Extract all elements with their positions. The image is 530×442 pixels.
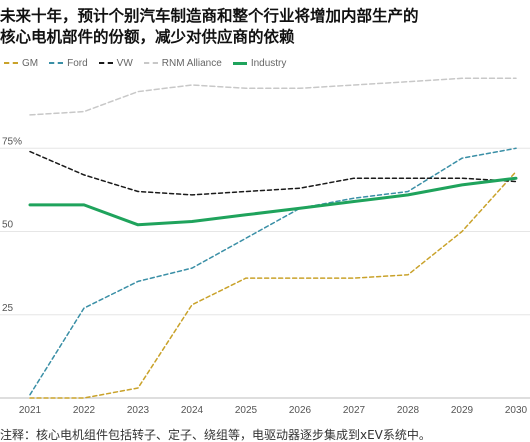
x-tick-label: 2030 (505, 405, 528, 416)
legend-label: VW (116, 57, 133, 69)
legend-item: VW (98, 57, 133, 69)
footnote: 注释：核心电机组件包括转子、定子、绕组等，电驱动器逐步集成到xEV系统中。 (0, 428, 431, 442)
x-tick-label: 2028 (397, 405, 420, 416)
x-tick-label: 2026 (289, 405, 312, 416)
legend-label: Ford (67, 57, 88, 69)
x-tick-label: 2021 (19, 405, 42, 416)
legend-item: Ford (49, 58, 88, 69)
series-line-gm (29, 170, 517, 399)
title-line-2: 核心电机部件的份额，减少对供应商的依赖 (0, 28, 295, 46)
legend-label: GM (22, 57, 39, 69)
legend-item: RNM Alliance (143, 57, 222, 69)
legend-label: RNM Alliance (161, 57, 222, 69)
x-tick-label: 2024 (181, 405, 204, 416)
legend-swatch (49, 62, 64, 64)
legend-swatch (4, 62, 18, 64)
legend: GM Ford VW RNM Alliance Industry (4, 56, 297, 70)
x-tick-label: 2022 (73, 405, 96, 416)
series-line-vw (29, 150, 517, 196)
series-line-ford (29, 147, 517, 396)
legend-swatch (98, 62, 113, 64)
x-tick-label: 2029 (451, 405, 474, 416)
x-tick-label: 2023 (127, 405, 150, 416)
title-line-1: 未来十年，预计个别汽车制造商和整个行业将增加内部生产的 (0, 7, 419, 25)
y-tick-label: 75% (2, 136, 22, 147)
series-line-industry (28, 176, 518, 227)
y-tick-label: 25 (2, 303, 14, 314)
legend-item: GM (4, 58, 38, 69)
legend-swatch (143, 62, 158, 64)
x-tick-label: 2025 (235, 405, 258, 416)
legend-item: Industry (232, 57, 287, 69)
chart-title: 未来十年，预计个别汽车制造商和整个行业将增加内部生产的 核心电机部件的份额，减少… (0, 6, 526, 48)
legend-label: Industry (250, 57, 287, 69)
legend-swatch (232, 61, 247, 65)
x-tick-label: 2027 (343, 405, 366, 416)
series-line-rnm-alliance (29, 77, 517, 116)
y-tick-label: 50 (2, 220, 14, 231)
